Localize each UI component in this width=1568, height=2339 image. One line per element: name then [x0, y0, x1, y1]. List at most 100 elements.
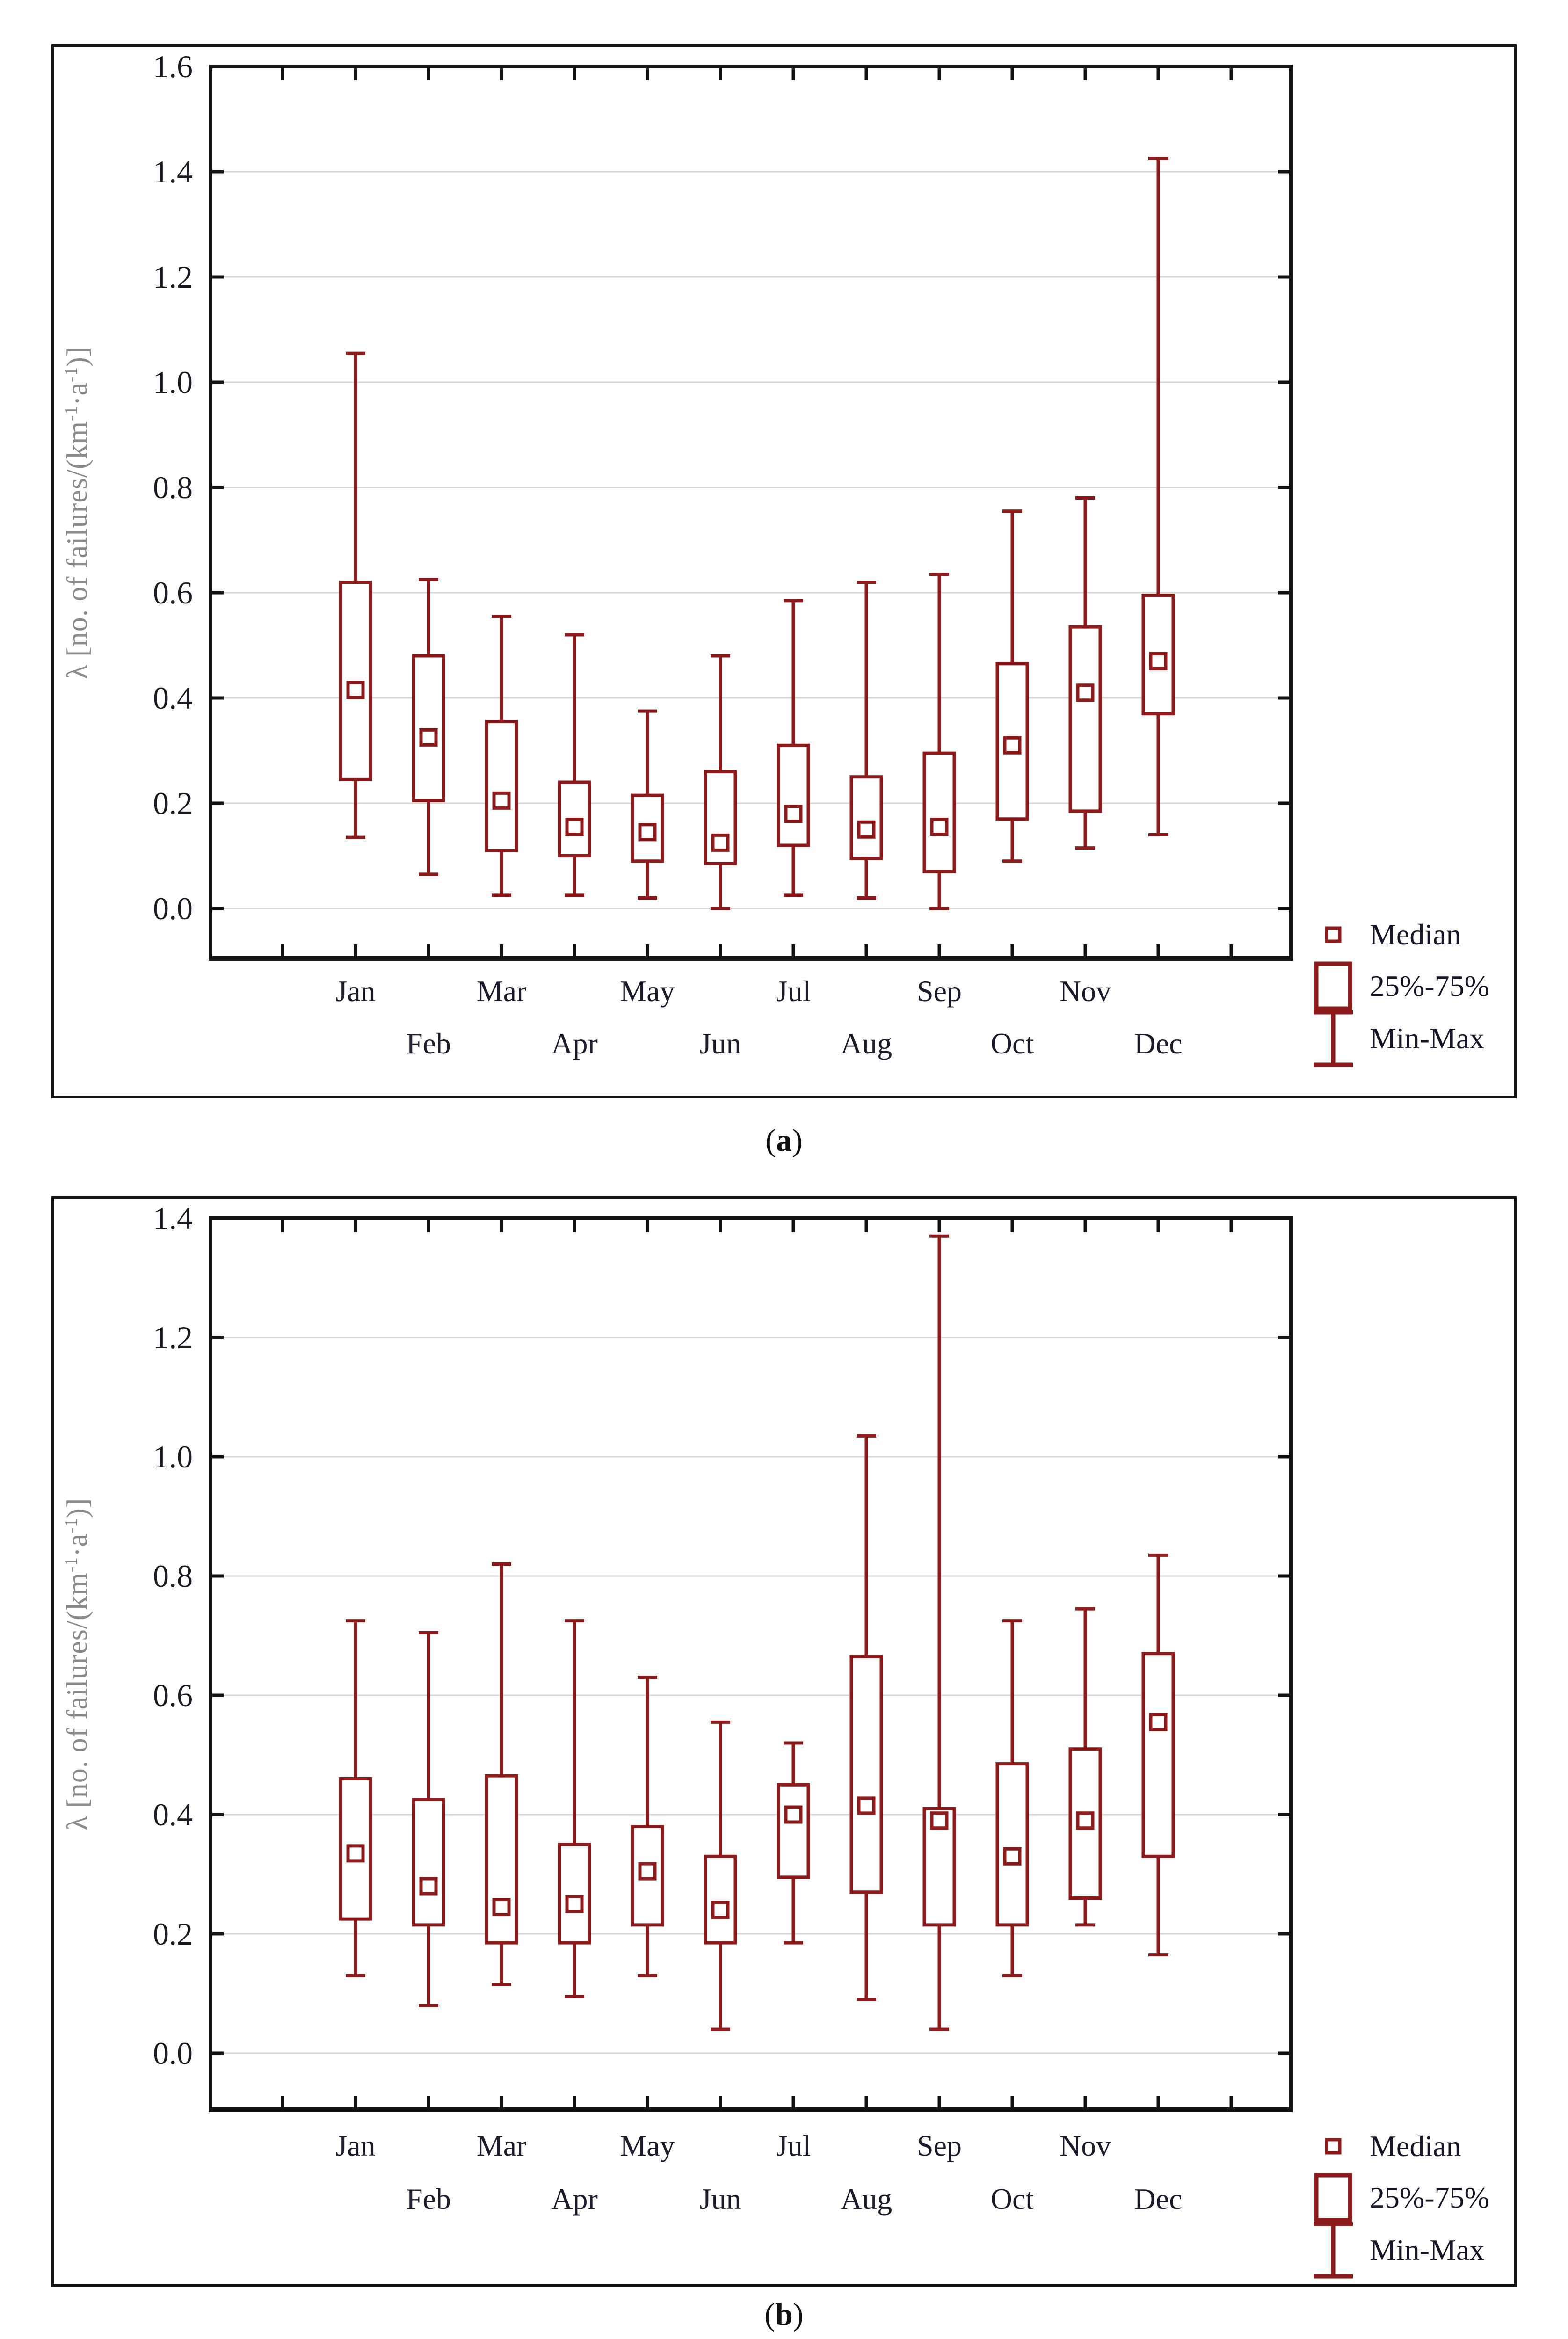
y-tick-label-b-1.4: 1.4: [153, 1200, 193, 1236]
legend-box-icon: [1309, 2172, 1357, 2223]
boxplot-a-jul-median-marker: [784, 805, 803, 823]
y-tick-label-b-0.2: 0.2: [153, 1916, 193, 1952]
boxplot-a-mar-median-marker: [492, 791, 511, 810]
boxplot-a-jan-iqr-box: [339, 581, 372, 781]
boxplot-b-apr-iqr-box: [558, 1843, 591, 1945]
legend-item-median-a: Median: [1309, 902, 1461, 967]
boxplot-a-may-median-marker: [638, 823, 657, 842]
boxplot-b-nov-median-marker: [1076, 1811, 1095, 1830]
x-month-label-b-mar: Mar: [477, 2129, 527, 2162]
legend-item-box-a: 25%-75%: [1309, 953, 1489, 1019]
boxplot-b-aug-iqr-box: [849, 1655, 883, 1894]
y-tick-label-a-1.6: 1.6: [153, 49, 193, 84]
x-month-label-b-jan: Jan: [335, 2129, 375, 2162]
caption-b-pre: (: [764, 2296, 776, 2332]
boxplot-a-aug-iqr-box: [849, 775, 883, 860]
x-month-label-a-jan: Jan: [335, 974, 375, 1008]
x-month-label-b-sep: Sep: [917, 2129, 962, 2162]
boxplot-b-may-median-marker: [638, 1862, 657, 1881]
boxplot-b-dec-median-marker: [1149, 1713, 1168, 1731]
y-tick-label-a-0.2: 0.2: [153, 785, 193, 821]
legend-label-median: Median: [1370, 918, 1461, 951]
x-month-label-b-jun: Jun: [700, 2182, 741, 2216]
caption-a-post: ): [792, 1122, 803, 1158]
x-month-label-b-jul: Jul: [776, 2129, 811, 2162]
y-tick-label-b-0.6: 0.6: [153, 1678, 193, 1713]
legend-label-box: 25%-75%: [1370, 969, 1489, 1002]
x-month-label-b-nov: Nov: [1060, 2129, 1111, 2162]
y-tick-label-a-1.4: 1.4: [153, 154, 193, 189]
legend-median-icon: [1309, 2132, 1357, 2160]
y-tick-label-a-1.0: 1.0: [153, 364, 193, 400]
boxplot-a-jun-median-marker: [711, 833, 730, 852]
boxplot-b-aug-median-marker: [857, 1796, 876, 1815]
y-axis-label-part: )]: [61, 346, 94, 367]
legend-item-minmax-b: Min-Max: [1309, 2217, 1484, 2283]
boxplot-a-apr-iqr-box: [558, 780, 591, 857]
boxplot-a-mar-iqr-box: [485, 720, 518, 852]
x-month-label-a-feb: Feb: [406, 1027, 451, 1060]
boxplot-b-jul-iqr-box: [777, 1783, 810, 1879]
y-tick-label-a-0.8: 0.8: [153, 470, 193, 505]
legend-item-box-b: 25%-75%: [1309, 2165, 1489, 2230]
boxplot-a-sep-iqr-box: [922, 751, 956, 873]
y-axis-label-part: ·a: [61, 1533, 94, 1557]
boxplot-a-sep-median-marker: [930, 818, 949, 836]
boxplot-a-nov-iqr-box: [1068, 625, 1102, 813]
y-axis-label-part: λ [no. of failures/(km: [61, 421, 94, 679]
x-month-label-b-feb: Feb: [406, 2182, 451, 2216]
panel-a: [51, 44, 1517, 1098]
legend-label-median: Median: [1370, 2129, 1461, 2163]
y-axis-label-part: )]: [61, 1497, 94, 1518]
x-month-label-a-sep: Sep: [917, 974, 962, 1008]
y-axis-label-part: ·a: [61, 382, 94, 406]
y-axis-label-part: -1: [61, 406, 81, 421]
boxplot-b-jun-median-marker: [711, 1901, 730, 1919]
legend-minmax-icon: [1309, 1009, 1357, 1068]
x-month-label-a-jun: Jun: [700, 1027, 741, 1060]
boxplot-b-jun-iqr-box: [704, 1854, 737, 1945]
y-axis-label-part: λ [no. of failures/(km: [61, 1572, 94, 1831]
y-axis-label-part: -1: [61, 366, 81, 382]
boxplot-a-oct-iqr-box: [995, 662, 1029, 821]
boxplot-b-apr-median-marker: [565, 1895, 584, 1913]
legend-item-median-b: Median: [1309, 2114, 1461, 2179]
boxplot-a-feb-iqr-box: [412, 654, 445, 802]
y-axis-label-part: -1: [61, 1518, 81, 1533]
y-tick-label-a-0.4: 0.4: [153, 680, 193, 716]
x-month-label-b-aug: Aug: [841, 2182, 892, 2216]
caption-b: (b): [0, 2296, 1568, 2333]
boxplot-a-apr-median-marker: [565, 818, 584, 836]
y-tick-label-b-0.8: 0.8: [153, 1558, 193, 1594]
caption-a-pre: (: [765, 1122, 776, 1158]
boxplot-a-jul-iqr-box: [777, 743, 810, 847]
x-month-label-a-nov: Nov: [1060, 974, 1111, 1008]
x-month-label-a-apr: Apr: [551, 1027, 598, 1060]
y-tick-label-a-0.0: 0.0: [153, 891, 193, 926]
boxplot-a-dec-median-marker: [1149, 652, 1168, 670]
y-axis-label-a: λ [no. of failures/(km-1·a-1)]: [61, 347, 94, 679]
x-month-label-b-oct: Oct: [991, 2182, 1034, 2216]
boxplot-b-oct-median-marker: [1003, 1847, 1022, 1866]
legend-label-minmax: Min-Max: [1370, 1022, 1485, 1055]
x-month-label-b-apr: Apr: [551, 2182, 598, 2216]
caption-b-letter: b: [775, 2296, 793, 2332]
caption-b-post: ): [792, 2296, 804, 2332]
boxplot-b-mar-iqr-box: [485, 1774, 518, 1945]
boxplot-b-jan-median-marker: [346, 1844, 365, 1863]
boxplot-b-sep-median-marker: [930, 1811, 949, 1830]
caption-a-letter: a: [776, 1122, 792, 1158]
legend-box-icon: [1309, 961, 1357, 1011]
legend-median-icon: [1309, 921, 1357, 949]
y-tick-label-b-1.2: 1.2: [153, 1320, 193, 1355]
boxplot-a-nov-median-marker: [1076, 683, 1095, 702]
boxplot-a-jan-median-marker: [346, 681, 365, 699]
legend-label-box: 25%-75%: [1370, 2181, 1489, 2214]
legend-item-minmax-a: Min-Max: [1309, 1006, 1484, 1071]
legend-label-minmax: Min-Max: [1370, 2233, 1485, 2266]
boxplot-b-nov-iqr-box: [1068, 1747, 1102, 1900]
x-month-label-a-aug: Aug: [841, 1027, 892, 1060]
boxplot-b-feb-median-marker: [419, 1877, 438, 1896]
y-tick-label-b-0.4: 0.4: [153, 1797, 193, 1832]
